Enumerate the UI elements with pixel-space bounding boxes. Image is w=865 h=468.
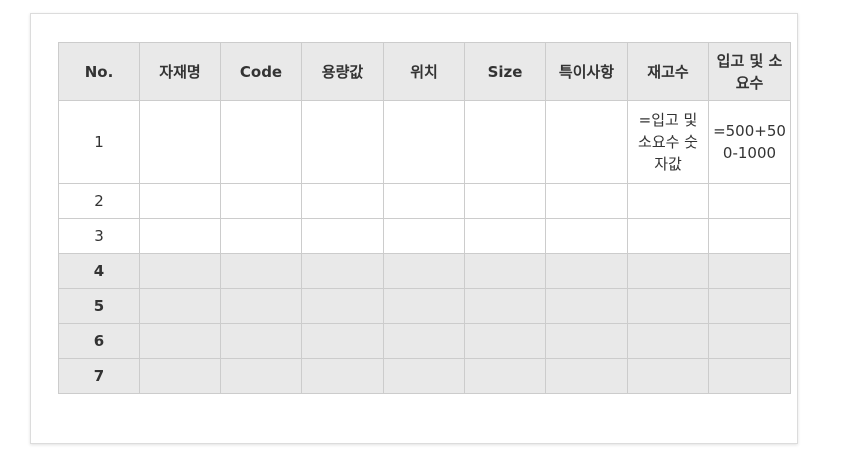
table-cell[interactable] <box>301 253 384 289</box>
cell-no: 3 <box>58 218 140 254</box>
table-cell[interactable] <box>464 100 546 184</box>
table-row: 1 =입고 및 소요수 숫자값 =500+500-1000 <box>58 100 791 184</box>
table-cell[interactable] <box>708 358 791 394</box>
table-cell[interactable] <box>220 183 302 219</box>
table-cell[interactable] <box>545 323 628 359</box>
table-cell[interactable] <box>220 253 302 289</box>
table-cell[interactable] <box>220 288 302 324</box>
table-cell[interactable] <box>545 183 628 219</box>
table-cell[interactable] <box>301 218 384 254</box>
table-cell[interactable] <box>220 218 302 254</box>
table-cell[interactable] <box>383 218 465 254</box>
header-stock: 재고수 <box>627 42 709 101</box>
table-cell[interactable] <box>627 183 709 219</box>
header-material-name: 자재명 <box>139 42 221 101</box>
header-location: 위치 <box>383 42 465 101</box>
cell-no: 4 <box>58 253 140 289</box>
table-cell[interactable] <box>383 100 465 184</box>
table-cell[interactable] <box>464 218 546 254</box>
table-cell[interactable] <box>383 358 465 394</box>
table-cell[interactable] <box>464 323 546 359</box>
table-cell[interactable] <box>627 288 709 324</box>
cell-no: 1 <box>58 100 140 184</box>
table-cell[interactable] <box>139 183 221 219</box>
table-cell[interactable] <box>627 358 709 394</box>
table-cell[interactable] <box>139 323 221 359</box>
header-remarks: 특이사항 <box>545 42 628 101</box>
table-cell[interactable] <box>139 358 221 394</box>
table-cell[interactable] <box>464 358 546 394</box>
table-cell[interactable] <box>301 183 384 219</box>
table-cell[interactable] <box>139 253 221 289</box>
table-cell[interactable] <box>545 218 628 254</box>
table-cell-in-out-formula[interactable]: =500+500-1000 <box>708 100 791 184</box>
header-in-out: 입고 및 소요수 <box>708 42 791 101</box>
table-row: 7 <box>58 358 791 394</box>
table-row: 4 <box>58 253 791 289</box>
cell-no: 2 <box>58 183 140 219</box>
table-cell[interactable] <box>383 288 465 324</box>
table-cell[interactable] <box>545 253 628 289</box>
inventory-table: No. 자재명 Code 용량값 위치 Size 특이사항 재고수 입고 및 소… <box>58 42 791 394</box>
table-cell[interactable] <box>301 358 384 394</box>
table-cell[interactable] <box>383 253 465 289</box>
header-no: No. <box>58 42 140 101</box>
table-cell[interactable] <box>627 323 709 359</box>
table-cell[interactable] <box>139 100 221 184</box>
table-cell[interactable] <box>220 358 302 394</box>
table-cell[interactable] <box>708 183 791 219</box>
table-row: 6 <box>58 323 791 359</box>
table-cell[interactable] <box>708 323 791 359</box>
table-cell[interactable] <box>464 288 546 324</box>
table-row: 5 <box>58 288 791 324</box>
document-card: No. 자재명 Code 용량값 위치 Size 특이사항 재고수 입고 및 소… <box>30 13 798 444</box>
table-cell[interactable] <box>464 183 546 219</box>
cell-no: 6 <box>58 323 140 359</box>
header-capacity: 용량값 <box>301 42 384 101</box>
header-size: Size <box>464 42 546 101</box>
cell-no: 7 <box>58 358 140 394</box>
table-cell[interactable] <box>545 100 628 184</box>
table-cell[interactable] <box>627 253 709 289</box>
header-code: Code <box>220 42 302 101</box>
table-cell[interactable] <box>383 183 465 219</box>
table-cell[interactable] <box>301 323 384 359</box>
table-cell[interactable] <box>139 218 221 254</box>
header-row: No. 자재명 Code 용량값 위치 Size 특이사항 재고수 입고 및 소… <box>58 42 791 101</box>
table-cell-stock-formula[interactable]: =입고 및 소요수 숫자값 <box>627 100 709 184</box>
table-cell[interactable] <box>708 218 791 254</box>
table-cell[interactable] <box>464 253 546 289</box>
table-cell[interactable] <box>627 218 709 254</box>
table-cell[interactable] <box>301 288 384 324</box>
table-row: 2 <box>58 183 791 219</box>
table-cell[interactable] <box>708 253 791 289</box>
cell-no: 5 <box>58 288 140 324</box>
table-cell[interactable] <box>545 358 628 394</box>
table-cell[interactable] <box>301 100 384 184</box>
table-row: 3 <box>58 218 791 254</box>
table-cell[interactable] <box>139 288 221 324</box>
table-cell[interactable] <box>545 288 628 324</box>
table-cell[interactable] <box>220 100 302 184</box>
table-cell[interactable] <box>383 323 465 359</box>
table-cell[interactable] <box>220 323 302 359</box>
table-cell[interactable] <box>708 288 791 324</box>
